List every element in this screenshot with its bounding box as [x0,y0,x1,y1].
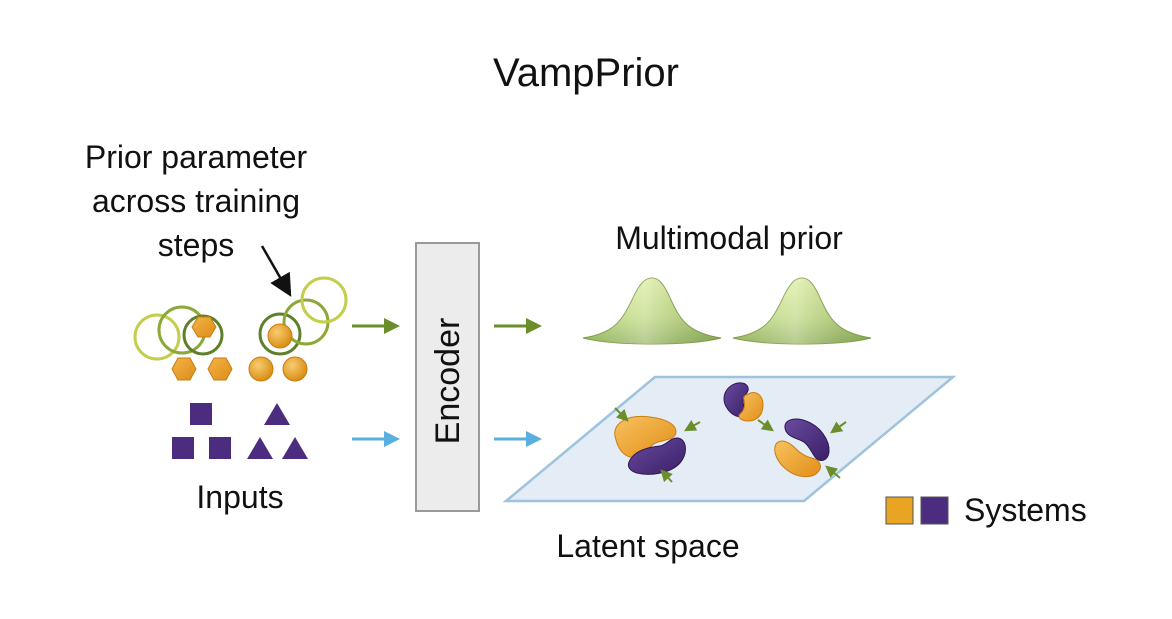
prior-parameter-circles-right [258,276,348,356]
square-inputs [172,403,231,459]
encoder-to-prior-arrow [494,318,542,334]
multimodal-prior-label: Multimodal prior [615,220,843,256]
annotation-pointer-arrow [260,245,292,297]
ball-input-shape [267,323,293,349]
encoder-box [415,242,480,512]
legend-label: Systems [964,492,1087,528]
legend-swatch-system-b [920,496,949,525]
inputs-to-encoder-arrow [352,431,400,447]
latent-cluster-right [774,418,830,478]
latent-cluster-left [614,415,686,475]
ball-inputs [248,356,308,382]
latent-space-plane [502,375,957,503]
latent-space-label: Latent space [556,528,739,564]
legend-swatch-system-a [885,496,914,525]
encoder-label: Encoder [429,318,467,445]
hexagon-inputs [171,357,233,381]
inputs-label: Inputs [196,479,283,515]
annotation-line-3: steps [158,227,234,263]
prior-mode-bell-2 [732,277,872,345]
prior-mode-bell-1 [582,277,722,345]
latent-pull-arrows [614,407,847,483]
hexagon-input-shape [191,316,217,338]
diagram-title: VampPrior [493,51,679,95]
prior-to-encoder-arrow [352,318,400,334]
encoder-to-latent-arrow [494,431,542,447]
annotation-line-1: Prior parameter [85,139,308,175]
triangle-inputs [247,403,308,459]
annotation-line-2: across training [92,183,300,219]
latent-cluster-top [723,382,764,422]
